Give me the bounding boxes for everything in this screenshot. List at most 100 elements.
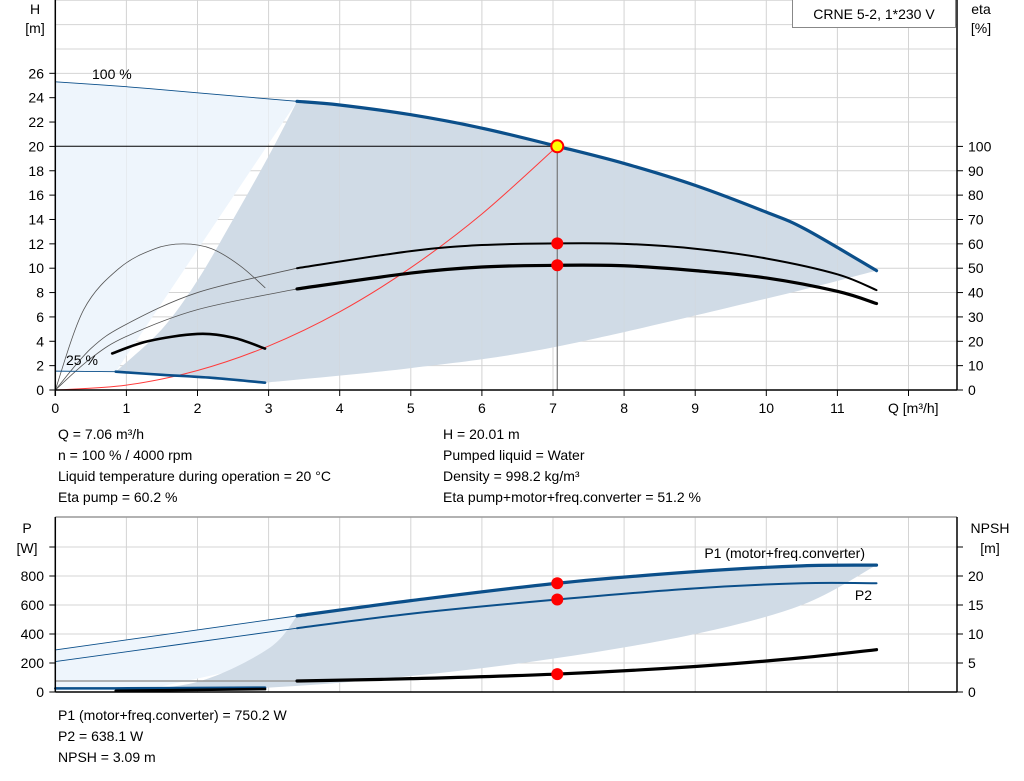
y2-tick-label: 30 [968,309,984,325]
y2-tick-label: 15 [968,597,984,613]
y-tick-label: 6 [36,309,44,325]
y2-tick-label: 50 [968,260,984,276]
y2-axis-unit: [%] [971,20,991,36]
operating-range-light [55,81,298,372]
info-density: Density = 998.2 kg/m³ [443,468,580,484]
y2-tick-label: 0 [968,684,976,700]
y-tick-label: 2 [36,358,44,374]
info-top-right: H = 20.01 m Pumped liquid = Water Densit… [443,424,701,508]
p1-curve [295,563,879,618]
y2-axis-label: NPSH [971,520,1010,536]
info-eta-pump: Eta pump = 60.2 % [58,489,178,505]
y-tick-label: 800 [21,568,45,584]
y-tick-label: 16 [28,187,44,203]
y-axis-unit: [m] [25,20,44,36]
info-speed: n = 100 % / 4000 rpm [58,447,193,463]
x-tick-label: 2 [194,400,202,416]
eta-pump-curve-thin [54,267,298,391]
y2-tick-label: 20 [968,333,984,349]
y2-tick-label: 0 [968,382,976,398]
duty-point-head [550,139,565,154]
x-tick-label: 5 [407,400,415,416]
info-pumped-liquid: Pumped liquid = Water [443,447,585,463]
info-head: H = 20.01 m [443,426,520,442]
head-curve-25 [114,370,267,384]
y2-tick-label: 80 [968,187,984,203]
p2-series-label: P2 [855,587,872,603]
p1-25-curve [54,686,267,690]
power-range-dark [115,565,877,692]
y2-tick-label: 90 [968,163,984,179]
duty-point-npsh [551,668,564,681]
operating-range-dark [115,101,877,383]
info-flow: Q = 7.06 m³/h [58,426,144,442]
y-tick-label: 0 [36,382,44,398]
p2-curve-thin [54,627,298,662]
eta-total-curve [295,263,879,306]
info-bottom: P1 (motor+freq.converter) = 750.2 W P2 =… [58,705,287,768]
duty-point-eta-total [551,259,564,272]
x-tick-label: 8 [620,400,628,416]
y-tick-label: 10 [28,260,44,276]
y2-tick-label: 70 [968,211,984,227]
y-tick-label: 24 [28,90,44,106]
x-tick-label: 7 [549,400,557,416]
y2-tick-label: 5 [968,655,976,671]
y2-axis-label: eta [971,1,991,17]
y-axis-label: H [30,1,40,17]
annotation-25-percent: 25 % [66,352,98,368]
head-curve-100-thin [54,81,298,102]
duty-point-eta-pump [551,237,564,250]
y-tick-label: 26 [28,65,44,81]
duty-point-p1 [551,577,564,590]
power-range-light [55,615,298,691]
head-curve-100 [295,99,879,273]
x-tick-label: 4 [336,400,344,416]
x-tick-label: 9 [691,400,699,416]
eta-pump-25-curve [54,243,266,391]
y-tick-label: 0 [36,684,44,700]
info-p1: P1 (motor+freq.converter) = 750.2 W [58,707,287,723]
y-tick-label: 20 [28,138,44,154]
y-tick-label: 22 [28,114,44,130]
x-tick-label: 3 [265,400,273,416]
y2-tick-label: 40 [968,285,984,301]
info-p2: P2 = 638.1 W [58,728,144,744]
x-tick-label: 0 [51,400,59,416]
eta-total-25-curve [110,332,267,355]
y-tick-label: 14 [28,211,44,227]
head-curve-25-thin [54,370,117,373]
p2-25-curve [114,687,267,693]
p1-series-label: P1 (motor+freq.converter) [704,545,865,561]
pump-model-label: CRNE 5-2, 1*230 V [792,0,956,28]
x-tick-label: 1 [123,400,131,416]
y2-tick-label: 20 [968,568,984,584]
p1-curve-thin [54,615,298,651]
x-axis-label: Q [m³/h] [888,400,939,416]
info-eta-total: Eta pump+motor+freq.converter = 51.2 % [443,489,701,505]
y-axis-unit: [W] [17,540,38,556]
y-tick-label: 8 [36,285,44,301]
y-tick-label: 18 [28,163,44,179]
info-liquid-temperature: Liquid temperature during operation = 20… [58,468,331,484]
info-npsh: NPSH = 3.09 m [58,749,156,765]
y2-tick-label: 60 [968,236,984,252]
y-axis-label: P [22,520,31,536]
y-tick-label: 600 [21,597,45,613]
npsh-curve [295,648,879,683]
y-tick-label: 12 [28,236,44,252]
x-tick-label: 11 [830,400,845,416]
y2-axis-unit: [m] [980,540,999,556]
y2-tick-label: 10 [968,626,984,642]
y2-tick-label: 10 [968,358,984,374]
duty-point-p2 [551,593,564,606]
eta-total-curve-thin [54,288,298,391]
annotation-100-percent: 100 % [92,66,132,82]
eta-pump-curve [296,242,878,292]
x-tick-label: 10 [759,400,775,416]
x-tick-label: 6 [478,400,486,416]
y2-tick-label: 100 [968,138,992,154]
y-tick-label: 400 [21,626,45,642]
system-curve [54,145,558,391]
